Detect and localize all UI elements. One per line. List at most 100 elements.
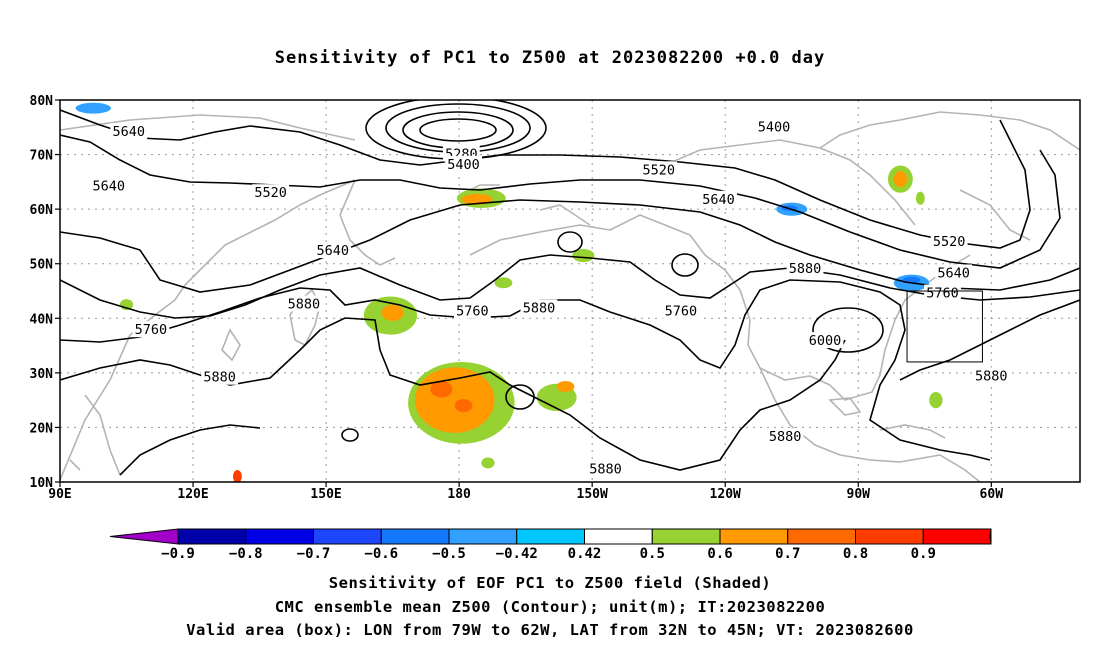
sensitivity-patch: [232, 469, 242, 482]
contour-label-bg: [314, 242, 352, 259]
contour-labels: 5640564052805400552055205640564054005520…: [90, 118, 1010, 477]
colorbar-swatch: [922, 528, 992, 545]
contour-label: 5760: [665, 304, 698, 320]
lat-tick-label: 70N: [30, 149, 54, 164]
sensitivity-shading: [75, 102, 943, 482]
contour-label: 5880: [769, 429, 802, 445]
colorbar-tick-label: 0.7: [775, 546, 800, 562]
colorbar-swatch: [651, 528, 721, 545]
contour-label-bg: [806, 332, 844, 349]
colorbar-tick-label: −0.6: [364, 546, 398, 562]
contour-label: 5880: [975, 369, 1008, 385]
contour-label-bg: [755, 118, 793, 135]
colorbar-swatch: [516, 528, 585, 545]
colorbar-swatch: [380, 528, 450, 545]
colorbar-swatch: [719, 528, 789, 545]
sensitivity-patch: [929, 391, 943, 409]
colorbar-tick-label: 0.9: [911, 546, 936, 562]
contour-label-bg: [285, 295, 323, 312]
contour-label-bg: [766, 428, 804, 445]
colorbar-swatch: [448, 528, 518, 545]
contour-label-bg: [662, 302, 700, 319]
contour-label: 5880: [288, 297, 321, 313]
footer-line-1: Sensitivity of EOF PC1 to Z500 field (Sh…: [328, 574, 772, 592]
lon-tick-label: 60W: [980, 487, 1004, 502]
contour-label-bg: [252, 184, 290, 201]
lat-tick-label: 50N: [30, 258, 54, 273]
colorbar-tick-label: −0.7: [297, 546, 331, 562]
contour-label: 5640: [93, 179, 126, 195]
sensitivity-patch: [572, 248, 595, 263]
colorbar-tick-label: −0.5: [432, 546, 466, 562]
sensitivity-patch: [556, 381, 575, 392]
colorbar-tick-label: −0.42: [496, 546, 538, 562]
colorbar-high-triangle: [989, 528, 992, 545]
sensitivity-patch: [381, 304, 404, 322]
contour-label-bg: [930, 232, 968, 249]
contour-label-bg: [786, 260, 824, 277]
contour-label: 5640: [316, 243, 349, 259]
colorbar: −0.9 −0.8 −0.7 −0.6 −0.5 −0.42 0.42 0.5 0.6 0.7 0.…: [109, 528, 992, 562]
lon-tick-label: 150E: [310, 487, 341, 502]
lon-tick-label: 180: [447, 487, 471, 502]
contour-label: 5520: [642, 162, 675, 178]
colorbar-swatch: [177, 528, 247, 545]
colorbar-swatch: [787, 528, 856, 545]
lon-tick-label: 120W: [710, 487, 741, 502]
contour-label: 5880: [203, 370, 236, 386]
colorbar-tick-label: 0.5: [640, 546, 665, 562]
contour-label: 6000: [809, 333, 842, 349]
contour-label: 5640: [112, 124, 145, 140]
contour-label-bg: [454, 302, 491, 319]
sensitivity-patch: [481, 457, 495, 469]
lat-tick-label: 40N: [30, 312, 54, 327]
lat-tick-label: 10N: [30, 476, 54, 491]
contour-label: 5400: [447, 157, 480, 173]
lat-tick-label: 20N: [30, 421, 54, 436]
contour-label-bg: [110, 123, 148, 140]
contour-label-bg: [972, 367, 1010, 384]
contour-label: 5400: [758, 120, 791, 136]
sensitivity-patch: [915, 191, 925, 205]
contour-label-bg: [132, 321, 170, 338]
contour-label-bg: [90, 177, 128, 194]
contour-label: 5640: [937, 265, 970, 281]
sensitivity-patch: [430, 381, 453, 398]
sensitivity-patch: [893, 170, 908, 188]
plot-frame: [59, 99, 1081, 483]
sensitivity-patch: [461, 193, 493, 205]
contour-label: 5640: [702, 192, 735, 208]
colorbar-swatch: [855, 528, 924, 545]
contour-label-bg: [700, 190, 737, 207]
footer-line-3: Valid area (box): LON from 79W to 62W, L…: [186, 621, 914, 639]
colorbar-swatch: [313, 528, 382, 545]
sensitivity-patch: [494, 277, 513, 289]
contour-label: 5880: [789, 261, 822, 277]
colorbar-tick-label: −0.9: [161, 546, 195, 562]
contour-label: 5520: [254, 185, 287, 201]
lon-tick-label: 90E: [48, 487, 71, 502]
plot-title: Sensitivity of PC1 to Z500 at 2023082200…: [274, 48, 826, 68]
contour-label: 5760: [135, 322, 168, 338]
sensitivity-patch: [75, 102, 111, 114]
sensitivity-patch: [414, 367, 495, 433]
lat-tick-label: 30N: [30, 367, 54, 382]
colorbar-tick-label: 0.8: [843, 546, 868, 562]
contour-label: 5880: [523, 300, 556, 316]
lat-tick-label: 60N: [30, 203, 54, 218]
sensitivity-patch: [454, 399, 473, 413]
colorbar-tick-label: 0.42: [568, 546, 602, 562]
contour-label-bg: [520, 299, 558, 316]
lat-tick-label: 80N: [30, 94, 54, 109]
lon-tick-label: 120E: [177, 487, 208, 502]
colorbar-swatch: [245, 528, 314, 545]
colorbar-swatch: [584, 528, 653, 545]
contour-label-bg: [587, 460, 624, 477]
contour-label: 5760: [926, 286, 959, 302]
contour-label: 5760: [456, 304, 489, 320]
valid-area-box: [906, 290, 983, 363]
footer-line-2: CMC ensemble mean Z500 (Contour); unit(m…: [274, 598, 826, 616]
contour-label-bg: [445, 155, 482, 172]
